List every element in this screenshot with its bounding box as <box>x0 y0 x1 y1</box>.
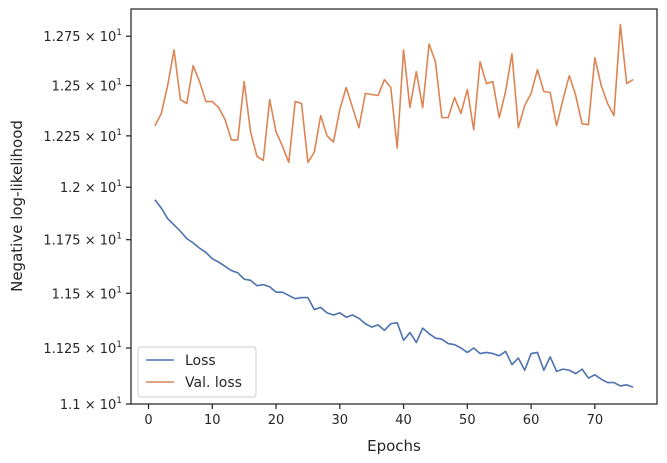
y-tick-label: 1.15 × 101 <box>52 285 122 302</box>
x-tick-label: 50 <box>459 413 476 428</box>
plot-frame <box>130 8 658 405</box>
x-tick-label: 60 <box>523 413 540 428</box>
y-tick-mantissa: 1.15 <box>52 287 81 302</box>
y-tick-mantissa: 1.125 <box>43 342 80 357</box>
y-tick-exponent: 1 <box>116 396 122 406</box>
x-tick-label: 40 <box>395 413 412 428</box>
y-tick-label: 1.1 × 101 <box>60 396 122 413</box>
y-tick-exponent: 1 <box>116 78 122 88</box>
x-axis-label: Epochs <box>367 437 421 455</box>
y-tick-mantissa: 1.175 <box>43 234 80 249</box>
y-tick-label: 1.275 × 101 <box>43 28 122 45</box>
y-tick-exponent: 1 <box>116 179 122 189</box>
y-tick-label: 1.25 × 101 <box>52 78 122 95</box>
legend-label-loss: Loss <box>185 353 216 369</box>
series-line-val-loss <box>154 23 634 164</box>
legend: Loss Val. loss <box>137 346 257 398</box>
x-tick-label: 10 <box>204 413 221 428</box>
y-tick-exponent: 1 <box>116 340 122 350</box>
x-tick-label: 20 <box>268 413 285 428</box>
y-tick-exponent: 1 <box>116 285 122 295</box>
series-line-loss <box>154 199 634 388</box>
y-tick-exponent: 1 <box>116 28 122 38</box>
y-tick-exponent: 1 <box>116 128 122 138</box>
y-tick-mantissa: 1.275 <box>43 30 80 45</box>
y-axis-label: Negative log-likelihood <box>8 120 26 292</box>
y-axis: 1.1 × 101 1.125 × 101 1.15 × 101 1.175 × 10… <box>43 28 131 413</box>
y-tick-exponent: 1 <box>116 232 122 242</box>
y-tick-mantissa: 1.2 <box>60 181 81 196</box>
y-tick-mantissa: 1.1 <box>60 398 81 413</box>
legend-label-val-loss: Val. loss <box>185 375 242 391</box>
y-tick-mantissa: 1.225 <box>43 130 80 145</box>
y-tick-label: 1.2 × 101 <box>60 179 122 196</box>
y-tick-label: 1.175 × 101 <box>43 232 122 249</box>
x-tick-label: 30 <box>332 413 349 428</box>
plot-lines <box>154 23 634 388</box>
y-tick-label: 1.125 × 101 <box>43 340 122 357</box>
x-tick-label: 0 <box>144 413 152 428</box>
x-axis: 0 10 20 30 40 50 60 70 <box>144 404 603 428</box>
y-tick-mantissa: 1.25 <box>52 80 81 95</box>
y-tick-label: 1.225 × 101 <box>43 128 122 145</box>
x-tick-label: 70 <box>587 413 604 428</box>
